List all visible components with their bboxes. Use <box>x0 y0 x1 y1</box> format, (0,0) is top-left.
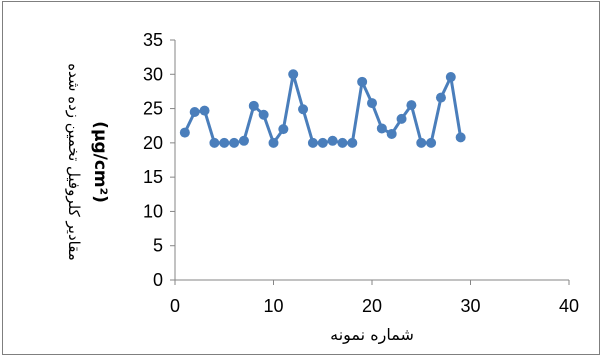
series-group <box>179 69 466 148</box>
data-point <box>376 123 387 134</box>
data-point <box>219 137 230 148</box>
y-tick-label: 25 <box>143 99 163 119</box>
data-point <box>396 113 407 124</box>
y-tick-label: 35 <box>143 30 163 50</box>
x-tick-label: 10 <box>263 296 283 316</box>
data-point <box>278 124 289 135</box>
y-tick-label: 15 <box>143 167 163 187</box>
x-tick-label: 0 <box>170 296 180 316</box>
data-point <box>426 137 437 148</box>
data-point <box>367 98 377 109</box>
data-point <box>307 137 318 148</box>
data-point <box>189 107 200 117</box>
x-tick-labels: 0 10 20 30 40 <box>170 296 579 316</box>
x-tick-label: 40 <box>559 296 579 316</box>
data-point <box>209 137 220 148</box>
data-point <box>455 132 466 143</box>
data-point <box>337 137 348 148</box>
data-point <box>179 127 190 138</box>
y-axis-title-group: مقادیر کلروفیل تخمین زده شده (µg/cm²) <box>65 63 110 261</box>
y-tick-label: 30 <box>143 64 163 84</box>
x-tick-label: 20 <box>362 296 382 316</box>
data-point <box>229 137 240 148</box>
y-tick-label: 0 <box>153 270 163 290</box>
data-point <box>288 69 299 80</box>
data-point <box>199 105 210 116</box>
y-axis-title: مقادیر کلروفیل تخمین زده شده <box>65 63 83 261</box>
y-tick-label: 20 <box>143 133 163 153</box>
data-point <box>238 135 249 146</box>
x-axis-title: شماره نمونه <box>330 325 414 345</box>
data-point <box>268 137 279 148</box>
data-point <box>317 137 328 148</box>
data-point <box>327 135 338 146</box>
axes <box>170 39 570 285</box>
data-point <box>258 109 269 120</box>
series-line <box>183 72 463 145</box>
y-tick-label: 10 <box>143 201 163 221</box>
data-point <box>357 76 368 87</box>
data-point <box>416 137 427 148</box>
data-point <box>248 100 259 111</box>
y-tick-label: 5 <box>153 236 163 256</box>
y-axis-unit: (µg/cm²) <box>90 121 110 203</box>
data-point <box>435 92 446 103</box>
chart-frame <box>2 1 600 355</box>
data-point <box>298 104 309 115</box>
data-point <box>406 100 417 111</box>
x-tick-label: 30 <box>460 296 480 316</box>
data-point <box>445 72 456 83</box>
y-tick-labels: 0 5 10 15 20 25 30 35 <box>143 30 163 290</box>
data-point <box>347 137 358 148</box>
data-point <box>386 128 397 139</box>
